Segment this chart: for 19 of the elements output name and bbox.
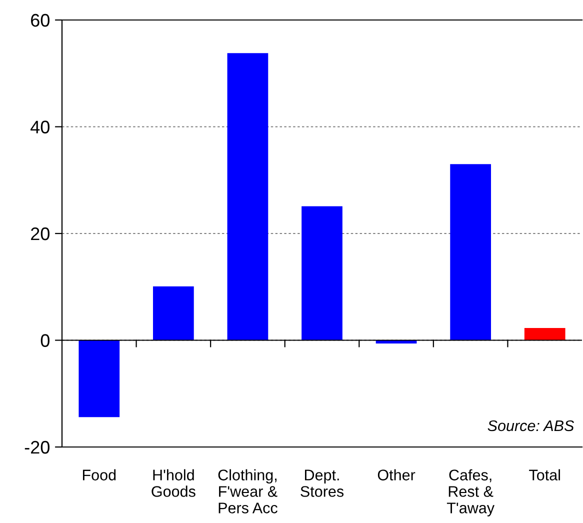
x-tick-label: H'hold Goods xyxy=(152,469,196,497)
bar xyxy=(78,340,120,418)
x-tick-label: Clothing, F'wear & Pers Acc xyxy=(218,469,278,514)
x-tick-label: Other xyxy=(378,469,416,480)
x-tick-label: Total xyxy=(529,469,560,480)
bar xyxy=(227,53,268,340)
y-tick-label: 20 xyxy=(31,227,50,240)
y-tick-label: 60 xyxy=(31,14,50,27)
x-tick-label: Dept. Stores xyxy=(300,470,344,497)
y-tick-label: -20 xyxy=(24,440,50,454)
annotation: Source: ABS xyxy=(488,420,574,432)
bar xyxy=(524,328,566,340)
y-tick-label: 40 xyxy=(30,120,50,134)
y-tick-label: 0 xyxy=(40,334,50,347)
bar xyxy=(302,206,342,340)
x-tick-label: Food xyxy=(82,469,116,480)
bar xyxy=(450,164,491,340)
bar xyxy=(153,286,194,340)
x-tick-label: Cafes, Rest & T'away xyxy=(446,469,494,516)
